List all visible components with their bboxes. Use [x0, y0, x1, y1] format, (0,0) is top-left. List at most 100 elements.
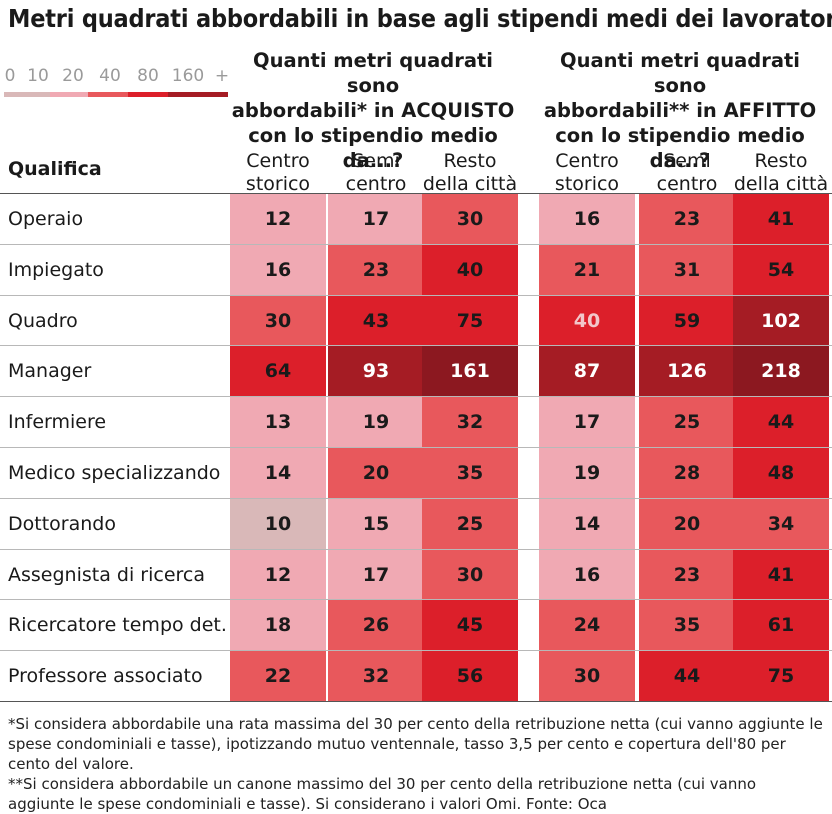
heatmap-cell: 31: [639, 244, 735, 296]
group-header-line: Quanti metri quadrati sono: [560, 49, 800, 97]
row-label: Dottorando: [8, 512, 116, 535]
group-header-line: con lo stipendio medio da...?: [248, 124, 498, 172]
column-header-line: storico: [245, 173, 311, 195]
row-label: Medico specializzando: [8, 462, 221, 484]
group-header-line: Quanti metri quadrati sono: [253, 49, 493, 97]
footnote-line: *Si considera abbordabile una rata massi…: [8, 715, 823, 773]
column-header: Semi centro: [639, 150, 735, 196]
column-header-line: centro: [345, 173, 407, 195]
column-header: Resto della città: [422, 150, 518, 196]
legend-swatch: [168, 92, 228, 97]
heatmap-cell: 75: [422, 295, 518, 347]
legend-swatch: [4, 92, 50, 97]
row-divider: [0, 701, 832, 702]
heatmap-cell: 218: [733, 346, 829, 398]
heatmap-cell: 16: [539, 194, 635, 245]
column-header-line: della città: [733, 173, 829, 195]
column-header-line: Semi: [663, 150, 711, 172]
column-header-line: Semi: [352, 150, 400, 172]
row-divider: [0, 243, 832, 245]
heatmap-cell: 20: [639, 498, 735, 550]
column-header-line: Resto: [754, 150, 808, 172]
heatmap-cell: 44: [733, 397, 829, 448]
heatmap-cell: 26: [328, 600, 424, 652]
heatmap-cell: 28: [639, 448, 735, 499]
heatmap-cell: 56: [422, 651, 518, 702]
heatmap-cell: 23: [328, 244, 424, 296]
heatmap-cell: 23: [639, 549, 735, 601]
heatmap-cell: 34: [733, 498, 829, 550]
heatmap-cell: 75: [733, 651, 829, 702]
row-label: Manager: [8, 360, 92, 383]
heatmap-cell: 17: [328, 194, 424, 245]
column-header-line: Centro: [555, 150, 619, 172]
heatmap-cell: 10: [230, 498, 326, 550]
row-label: Professore associato: [8, 665, 203, 688]
row-divider: [0, 548, 832, 550]
row-label: Quadro: [8, 309, 78, 332]
heatmap-cell: 32: [422, 397, 518, 448]
footnote: *Si considera abbordabile una rata massi…: [8, 714, 824, 814]
column-header: Resto della città: [733, 150, 829, 196]
heatmap-cell: 30: [230, 295, 326, 347]
heatmap-cell: 45: [422, 600, 518, 652]
group-header-acquisto: Quanti metri quadrati sono abbordabili* i…: [228, 48, 518, 173]
footnote-line: **Si considera abbordabile un canone mas…: [8, 775, 757, 813]
heatmap-cell: 161: [422, 346, 518, 398]
row-header-qualifica: Qualifica: [8, 158, 102, 180]
column-header-line: della città: [422, 173, 518, 195]
heatmap-cell: 16: [230, 244, 326, 296]
heatmap-cell: 64: [230, 346, 326, 398]
heatmap-cell: 13: [230, 397, 326, 448]
heatmap-cell: 41: [733, 549, 829, 601]
heatmap-cell: 12: [230, 194, 326, 245]
legend-swatch: [50, 92, 88, 97]
heatmap-cell: 14: [539, 498, 635, 550]
heatmap-cell: 16: [539, 549, 635, 601]
heatmap-cell: 30: [422, 194, 518, 245]
group-header-line: con lo stipendio medio da...?: [555, 124, 805, 172]
heatmap-cell: 17: [539, 397, 635, 448]
header-rule: [0, 193, 832, 194]
heatmap-cell: 40: [422, 244, 518, 296]
heatmap-cell: 59: [639, 295, 735, 347]
heatmap-cell: 43: [328, 295, 424, 347]
row-divider: [0, 345, 832, 347]
group-header-line: abbordabili** in AFFITTO: [543, 99, 817, 122]
legend-label: 0: [4, 66, 16, 86]
heatmap-cell: 21: [539, 244, 635, 296]
column-header: Semi centro: [328, 150, 424, 196]
heatmap-cell: 22: [230, 651, 326, 702]
heatmap-cell: 19: [539, 448, 635, 499]
heatmap-cell: 24: [539, 600, 635, 652]
row-label: Ricercatore tempo det.: [8, 614, 227, 637]
row-divider: [0, 396, 832, 398]
chart-title: Metri quadrati abbordabili in base agli …: [8, 4, 832, 33]
column-header-line: Centro: [246, 150, 310, 172]
legend-label: 40: [99, 66, 121, 86]
heatmap-cell: 32: [328, 651, 424, 702]
column-header-line: centro: [656, 173, 718, 195]
heatmap-cell: 35: [422, 448, 518, 499]
heatmap-cell: 48: [733, 448, 829, 499]
row-divider: [0, 447, 832, 448]
heatmap-cell: 61: [733, 600, 829, 652]
column-header-line: storico: [554, 173, 620, 195]
heatmap-cell: 18: [230, 600, 326, 652]
heatmap-cell: 30: [422, 549, 518, 601]
heatmap-cell: 44: [639, 651, 735, 702]
row-divider: [0, 497, 832, 499]
heatmap-cell: 17: [328, 549, 424, 601]
heatmap-cell: 41: [733, 194, 829, 245]
heatmap-cell: 87: [539, 346, 635, 398]
heatmap-cell: 54: [733, 244, 829, 296]
group-header-line: abbordabili* in ACQUISTO: [231, 99, 515, 122]
legend-label: +: [214, 66, 230, 86]
row-divider: [0, 294, 832, 296]
row-divider: [0, 599, 832, 601]
heatmap-cell: 12: [230, 549, 326, 601]
heatmap-cell: 20: [328, 448, 424, 499]
heatmap-cell: 126: [639, 346, 735, 398]
row-label: Operaio: [8, 208, 84, 230]
heatmap-cell: 14: [230, 448, 326, 499]
